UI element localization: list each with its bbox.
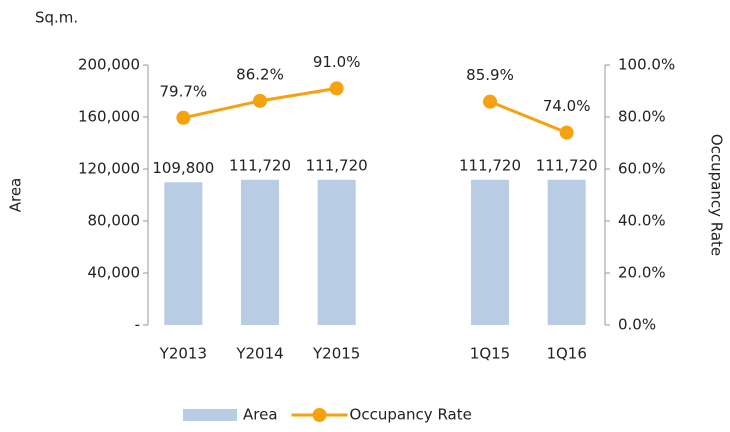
line-marker xyxy=(559,125,574,140)
x-tick-label: Y2014 xyxy=(235,345,283,363)
bar-value-label: 111,720 xyxy=(459,156,521,174)
y-tick-label: 120,000 xyxy=(78,160,140,178)
legend-label: Occupancy Rate xyxy=(350,406,472,424)
bar xyxy=(547,179,586,325)
y-tick-label: - xyxy=(135,316,140,334)
legend-label: Area xyxy=(243,406,278,424)
x-tick-label: Y2013 xyxy=(159,345,207,363)
line-marker xyxy=(329,81,344,96)
line-value-label: 79.7% xyxy=(160,82,208,100)
y-tick-label: 40,000 xyxy=(88,264,141,282)
y-tick-label: 160,000 xyxy=(78,108,140,126)
bar-value-label: 111,720 xyxy=(306,156,368,174)
bar xyxy=(471,179,509,325)
y-tick-label: 200,000 xyxy=(78,56,140,74)
y2-tick-label: 100.0% xyxy=(618,56,675,74)
bar-value-label: 111,720 xyxy=(536,156,598,174)
y2-tick-label: 20.0% xyxy=(618,264,666,282)
line-marker xyxy=(483,94,497,109)
line-value-label: 85.9% xyxy=(466,66,514,84)
legend-marker xyxy=(312,408,327,422)
y2-tick-label: 80.0% xyxy=(618,108,666,126)
y2-tick-label: 0.0% xyxy=(618,316,656,334)
y-tick-label: 80,000 xyxy=(88,212,141,230)
line-marker xyxy=(176,110,191,125)
bar xyxy=(317,179,356,325)
y2-axis-label: Occupancy Rate xyxy=(708,134,726,256)
line-marker xyxy=(253,93,267,108)
line-value-label: 86.2% xyxy=(236,65,284,83)
x-tick-label: Y2015 xyxy=(312,345,360,363)
y2-tick-label: 40.0% xyxy=(618,212,666,230)
y-axis-label: Area xyxy=(7,178,25,213)
bar-value-label: 111,720 xyxy=(229,156,291,174)
bar xyxy=(241,179,279,325)
x-tick-label: 1Q16 xyxy=(546,345,586,363)
x-tick-label: 1Q15 xyxy=(470,345,510,363)
line xyxy=(183,86,568,134)
line-value-label: 91.0% xyxy=(313,53,361,71)
legend-swatch xyxy=(183,409,237,421)
bar xyxy=(164,182,203,325)
y2-tick-label: 60.0% xyxy=(618,160,666,178)
unit-label: Sq.m. xyxy=(35,9,78,27)
bar-value-label: 109,800 xyxy=(152,159,214,177)
line-value-label: 74.0% xyxy=(543,97,591,115)
